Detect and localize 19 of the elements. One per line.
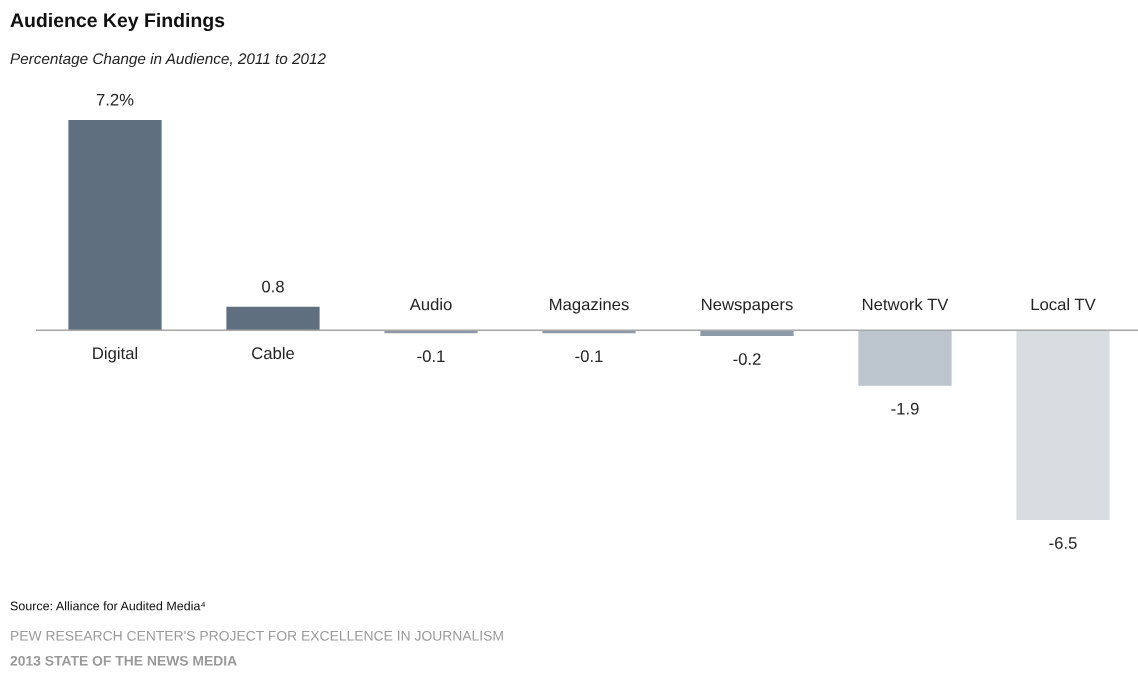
data-label: -6.5 (1049, 537, 1077, 549)
data-label: -0.2 (733, 353, 761, 365)
data-label: -1.9 (891, 402, 919, 415)
chart-title: Audience Key Findings (10, 12, 225, 32)
data-label: -0.1 (575, 350, 603, 363)
x-tick-label: Magazines (550, 298, 629, 314)
source-note: Source: Alliance for Audited Media⁴ (10, 601, 206, 611)
data-label: -0.1 (417, 350, 445, 363)
text: 2013 STATE OF THE NEWS MEDIA (10, 655, 237, 666)
x-tick-label: Local TV (1031, 298, 1096, 311)
data-label: 7.2% (96, 93, 134, 106)
chart-subtitle: Percentage Change in Audience, 2011 to 2012 (10, 52, 326, 68)
data-label: 0.8 (262, 280, 284, 293)
x-tick-label: Audio (409, 298, 452, 311)
text: PEW RESEARCH CENTER'S PROJECT FOR EXCELLENCE IN JOURNALISM (11, 630, 503, 641)
x-tick-label: Network TV (862, 298, 949, 311)
x-tick-label: Newspapers (702, 298, 793, 314)
x-tick-label: Cable (252, 346, 295, 360)
x-tick-label: Digital (93, 346, 138, 363)
